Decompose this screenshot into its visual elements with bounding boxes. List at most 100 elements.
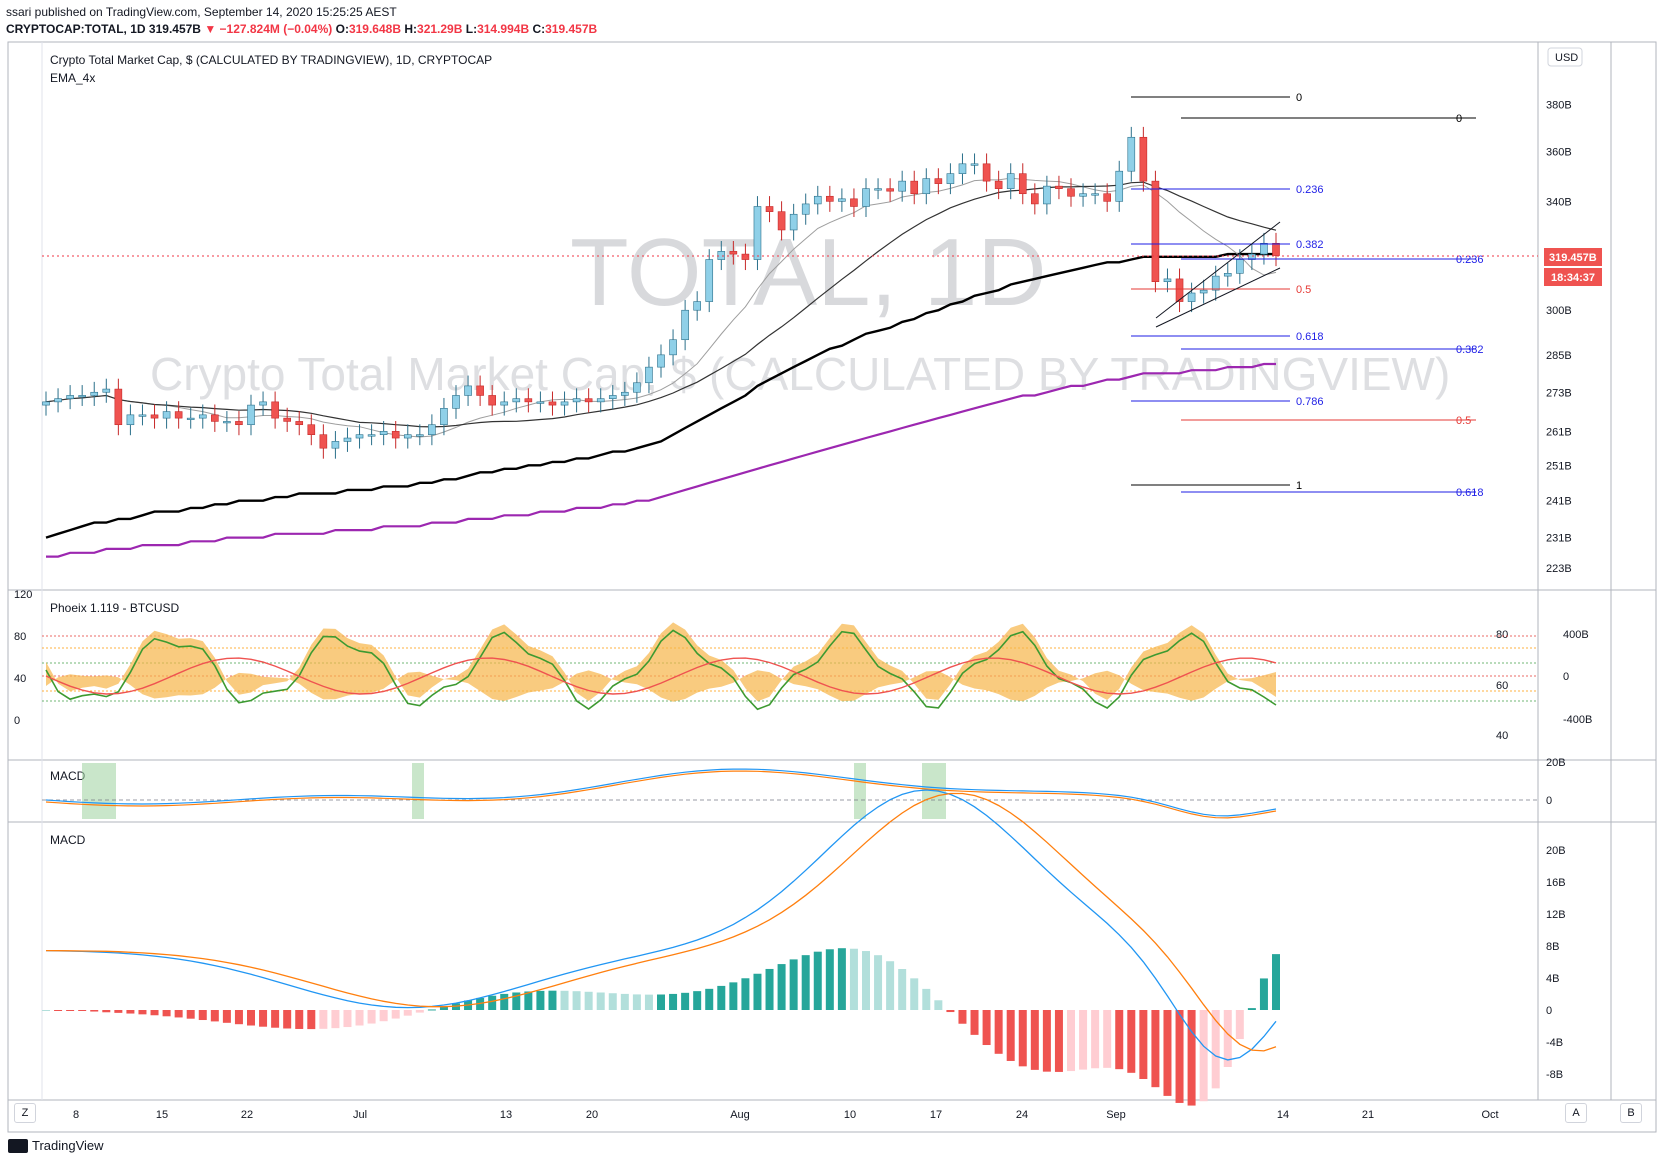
candle-body [126,414,135,426]
macd2-histogram-bar [222,1010,231,1023]
candle-body [1139,136,1148,182]
price-tick-label: 231B [1546,533,1572,545]
candle-body [584,398,593,403]
ema-purple-line [46,362,1276,558]
candle-body [1223,273,1232,277]
candle-body [319,434,328,449]
candle-body [850,198,858,207]
fib-a-level-label: 0.5 [1296,284,1311,296]
macd2-histogram-bar [705,988,714,1010]
time-zone-button[interactable]: Z [14,1103,36,1123]
candle-body [536,401,545,404]
macd2-histogram-bar [1139,1010,1148,1080]
macd-pane-2: 20B 16B 12B 8B 4B 0 -4B -8B [42,789,1566,1106]
macd2-histogram-bar [1151,1010,1160,1088]
macd2-histogram-bar [1018,1010,1027,1067]
macd2-histogram-bar [78,1010,87,1011]
candle-body [524,398,533,403]
phoenix-legend: Phoeix 1.119 - BTCUSD [50,601,179,615]
phoenix-right-tick-b: -400B [1563,714,1592,726]
candle-body [150,414,159,419]
tradingview-brand[interactable]: TradingView [8,1138,104,1153]
fib-retracements: 0 0.236 0.382 0.5 0.618 0.786 1 0 0.236 0.382 0.5 0… [1131,92,1484,499]
macd2-histogram-bar [42,1010,50,1011]
macd1-tick: 20B [1546,757,1566,769]
candle-body [621,391,629,396]
tradingview-logo-icon [8,1138,28,1153]
macd2-histogram-bar [825,949,834,1010]
phoenix-left-tick: 0 [14,715,20,727]
candle-body [379,431,388,435]
candle-body [777,211,786,231]
phoenix-red-line [45,657,1277,695]
high-value: 321.29B [417,22,463,36]
currency-button[interactable] [1547,47,1583,67]
macd2-histogram-bar [753,973,762,1010]
candle-body [1236,259,1244,274]
price-tick-label: 261B [1546,426,1572,438]
price-tick-label: 223B [1546,563,1572,575]
candle-body [90,391,99,396]
candle-body [1055,185,1063,189]
candle-body [946,173,955,184]
price-tick-label: 340B [1546,196,1572,208]
macd2-histogram-bar [524,991,533,1010]
brand-label: TradingView [32,1138,104,1153]
low-value: 314.994B [477,22,530,36]
time-badge-bg [1544,268,1602,286]
chart-header: ssari published on TradingView.com, Sept… [0,0,1663,40]
macd2-histogram-bar [1199,1010,1208,1102]
candle-body [247,404,255,426]
macd2-histogram-bar [693,991,702,1010]
macd2-tick: 12B [1546,909,1566,921]
macd2-histogram-bar [1067,1010,1075,1072]
macd2-histogram-bar [898,969,907,1010]
macd2-histogram-bar [572,991,581,1010]
candle-body [162,411,171,419]
macd2-histogram-bar [946,1010,955,1013]
macd2-histogram-bar [247,1010,255,1026]
candle-body [1127,136,1136,172]
log-scale-button[interactable]: B [1620,1103,1642,1123]
candle-body [464,385,472,396]
candle-body [476,385,484,396]
ema-black-line [45,252,1276,539]
macd2-histogram-bar [777,964,786,1010]
macd2-histogram-bar [319,1010,328,1029]
candle-body [765,206,774,212]
phoenix-left-tick: 80 [14,631,26,643]
candle-body [560,401,569,406]
macd2-histogram-bar [90,1010,99,1012]
candle-body [1260,242,1268,255]
candle-body [1272,242,1280,256]
candle-body [645,366,653,384]
candle-body [416,434,424,437]
candle-body [669,339,677,356]
auto-scale-button[interactable]: A [1565,1103,1587,1123]
candle-body [343,437,352,442]
macd2-histogram-bar [862,951,870,1010]
macd2-histogram-bar [150,1010,159,1016]
time-tick-label: 22 [241,1109,253,1121]
candle-body [331,441,340,449]
candle-body [982,163,991,182]
macd2-histogram-bar [355,1010,364,1026]
macd2-histogram-bar [1103,1010,1112,1068]
macd2-histogram-bar [849,948,858,1010]
candle-body [705,259,714,302]
price-tick-label: 300B [1546,305,1572,317]
close-value: 319.457B [545,22,598,36]
macd2-histogram-bar [427,1009,436,1011]
candle-body [1018,173,1027,195]
high-label: H: [404,22,418,36]
phoenix-left-tick: 40 [14,673,26,685]
candle-body [934,178,943,184]
macd2-histogram-bar [886,961,895,1010]
candle-body [1103,193,1111,202]
candle-body [367,434,376,437]
candle-body [186,417,195,420]
macd2-histogram-bar [1187,1010,1196,1106]
macd2-histogram-bar [367,1010,376,1024]
macd1-legend: MACD [50,769,86,783]
